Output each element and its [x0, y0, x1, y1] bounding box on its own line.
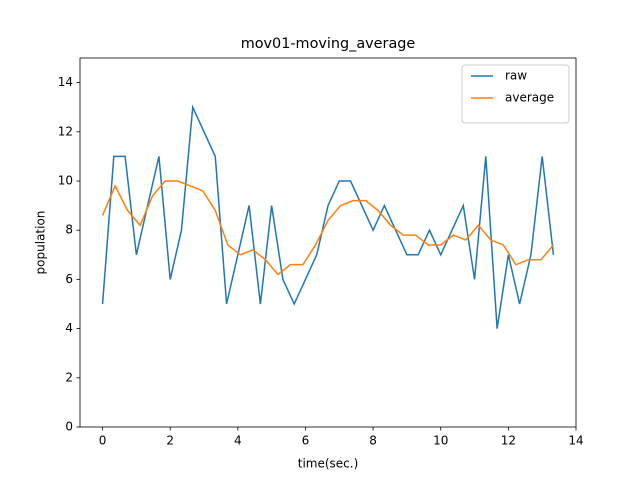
x-tick-label: 12 — [501, 434, 516, 448]
y-tick-label: 14 — [58, 75, 73, 89]
y-tick-label: 10 — [58, 174, 73, 188]
chart-title: mov01-moving_average — [241, 36, 416, 52]
line-series — [101, 180, 555, 276]
x-tick-label: 8 — [369, 434, 377, 448]
y-tick-label: 12 — [58, 124, 73, 138]
x-tick-label: 2 — [166, 434, 174, 448]
y-tick-label: 0 — [65, 420, 73, 434]
y-tick-label: 6 — [65, 272, 73, 286]
x-tick-label: 10 — [433, 434, 448, 448]
x-tick-label: 4 — [234, 434, 242, 448]
x-axis-label: time(sec.) — [298, 457, 359, 471]
plot-frame — [79, 57, 577, 428]
x-tick-label: 14 — [568, 434, 583, 448]
x-tick-label: 6 — [302, 434, 310, 448]
legend-label: raw — [505, 69, 527, 83]
y-tick-label: 8 — [65, 223, 73, 237]
legend-label: average — [505, 91, 554, 105]
legend-box — [461, 64, 570, 124]
x-tick-label: 0 — [99, 434, 107, 448]
y-tick-label: 2 — [65, 370, 73, 384]
y-axis-label: population — [34, 211, 48, 275]
y-tick-label: 4 — [65, 321, 73, 335]
line-series — [101, 104, 555, 329]
